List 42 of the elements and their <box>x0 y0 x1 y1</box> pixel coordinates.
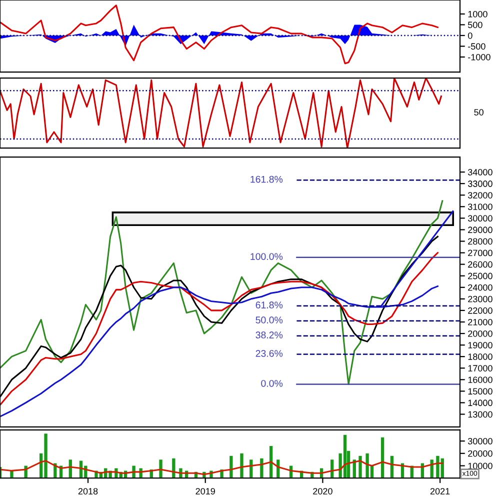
y-tick-label: 10000 <box>468 462 492 470</box>
y-tick-label: 33000 <box>468 180 492 187</box>
x-tick-label: 2020 <box>313 488 332 494</box>
annotation: 23.6% <box>256 350 283 357</box>
y-tick-label: 29000 <box>468 226 492 234</box>
y-tick-label: -1000 <box>468 54 490 60</box>
y-tick-label: -500 <box>468 43 486 50</box>
y-tick-label: 20000 <box>468 450 492 457</box>
y-tick-label: 21000 <box>468 318 492 326</box>
x-tick-label: 2018 <box>78 488 98 494</box>
y-tick-label: 30000 <box>468 215 492 222</box>
y-tick-label: 20000 <box>468 330 492 337</box>
y-tick-label: 31000 <box>468 204 492 210</box>
y-tick-label: 27000 <box>468 250 492 256</box>
y-tick-label: 19000 <box>468 342 492 348</box>
y-tick-label: 32000 <box>468 192 492 198</box>
annotation: 100.0% <box>250 253 283 260</box>
y-tick-label: 23000 <box>468 296 492 302</box>
annotation: 0.0% <box>261 380 283 387</box>
annotation: 161.8% <box>250 176 283 183</box>
y-tick-label: 22000 <box>468 307 492 314</box>
x-tick-label: 2019 <box>196 488 215 494</box>
x-tick-label: 2021 <box>430 488 450 494</box>
y-tick-label: 1000 <box>468 10 488 18</box>
y-tick-label: 28000 <box>468 238 492 245</box>
y-tick-label: 15000 <box>468 388 492 395</box>
y-tick-label: 17000 <box>468 365 492 372</box>
y-tick-label: 0 <box>468 32 472 39</box>
y-tick-label: 14000 <box>468 400 492 406</box>
annotation: 61.8% <box>256 302 283 308</box>
y-tick-label: 13000 <box>468 411 492 418</box>
y-tick-label: 30000 <box>468 438 492 444</box>
y-tick-label: 18000 <box>468 354 492 360</box>
y-tick-label: 16000 <box>468 376 492 383</box>
y-tick-label: 25000 <box>468 272 492 280</box>
annotation: 50.0% <box>256 316 283 324</box>
y-tick-label: 24000 <box>468 284 492 291</box>
annotation: 38.2% <box>256 332 283 338</box>
y-tick-label: 34000 <box>468 169 492 176</box>
y-tick-label: 26000 <box>468 261 492 268</box>
text: 50 <box>474 109 484 116</box>
y-tick-label: 500 <box>468 22 482 28</box>
